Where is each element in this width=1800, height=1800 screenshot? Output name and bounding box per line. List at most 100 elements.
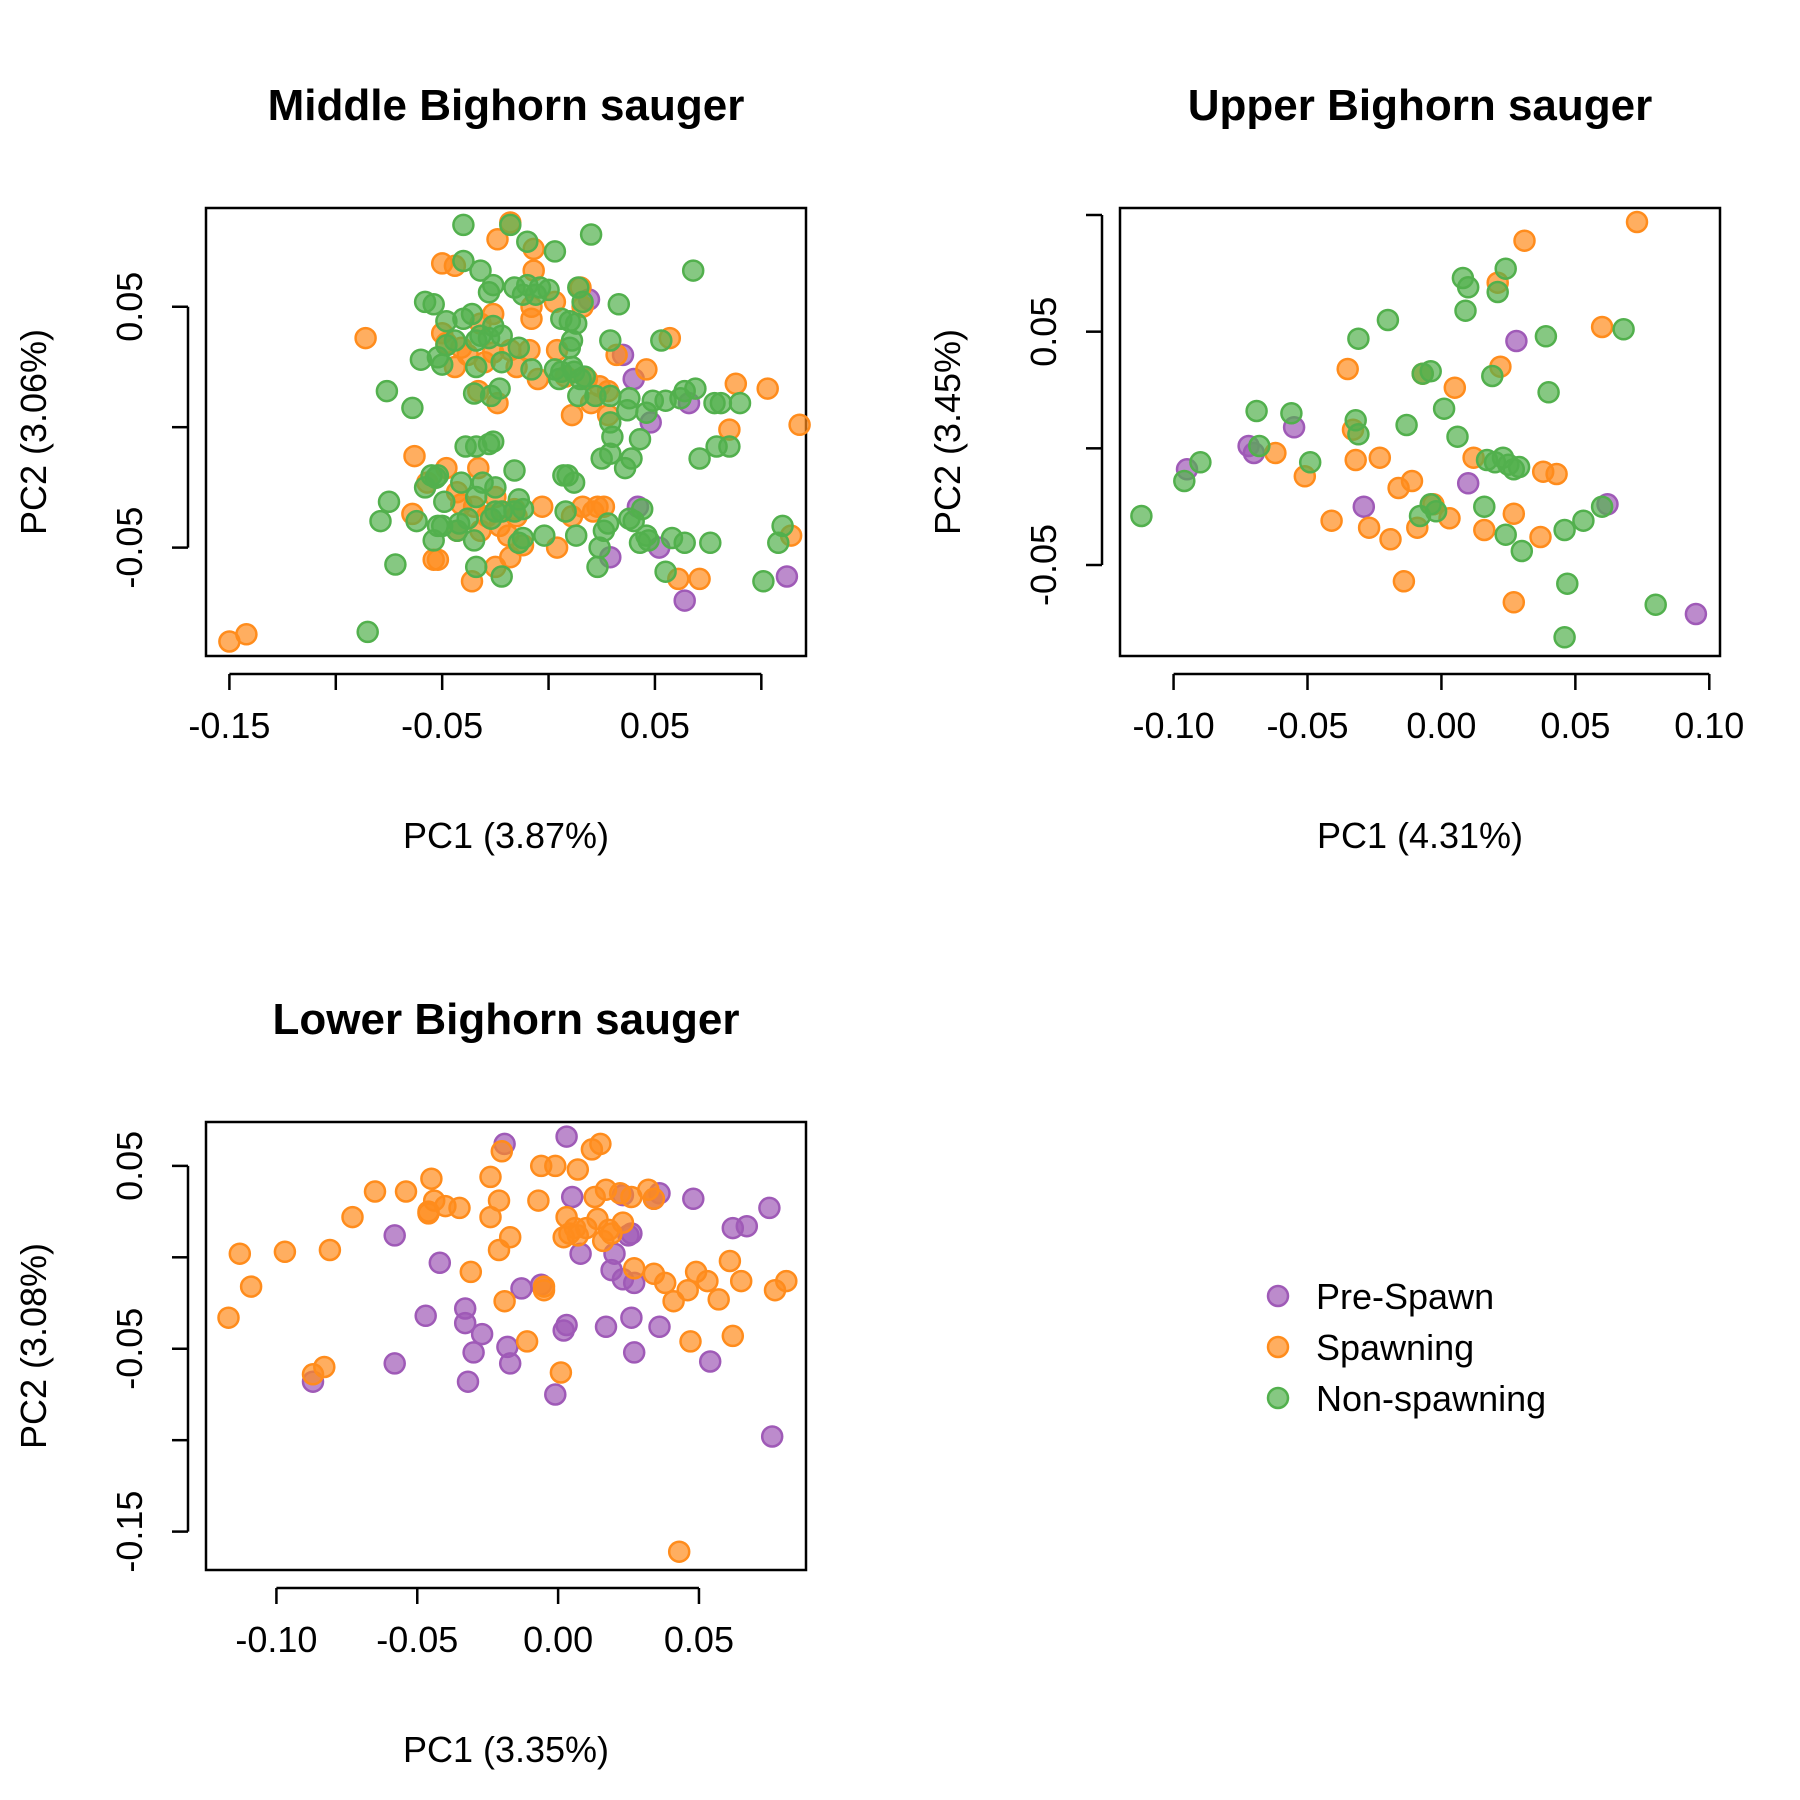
y-axis: -0.15 -0.05 0.05 [109, 1131, 190, 1573]
point-pre-spawn [383, 1224, 406, 1247]
point-spawning [1473, 518, 1496, 542]
plot-marks [1130, 210, 1708, 649]
point-pre-spawn [453, 1311, 477, 1335]
point-non-spawning [613, 456, 637, 480]
point-non-spawning [1173, 469, 1196, 493]
x-axis-label: PC1 (3.35%) [403, 1729, 609, 1770]
point-non-spawning [479, 507, 503, 530]
point-non-spawning [460, 302, 484, 326]
point-non-spawning [369, 509, 392, 533]
y-axis-label: PC2 (3.06%) [13, 329, 54, 535]
y-axis: -0.05 0.05 [109, 272, 190, 589]
point-non-spawning [464, 555, 488, 579]
point-pre-spawn [555, 1313, 578, 1337]
point-non-spawning [1644, 593, 1667, 616]
plot-marks [218, 211, 811, 653]
point-non-spawning [564, 524, 588, 547]
x-tick-label: 0.05 [1540, 705, 1610, 746]
point-spawning [707, 1288, 730, 1311]
point-non-spawning [450, 471, 473, 494]
point-pre-spawn [470, 1322, 494, 1346]
point-spawning [566, 1158, 590, 1181]
point-non-spawning [618, 507, 641, 530]
panel-lower-bighorn: Lower Bighorn sauger -0.10 -0.05 0.00 0.05 … [13, 995, 808, 1770]
point-spawning [684, 1260, 708, 1284]
point-non-spawning [637, 529, 660, 552]
point-non-spawning [1612, 318, 1635, 341]
point-spawning [620, 1185, 643, 1209]
point-non-spawning [375, 379, 399, 403]
point-non-spawning [543, 240, 567, 263]
x-axis-label: PC1 (4.31%) [1317, 815, 1523, 856]
point-pre-spawn [383, 1352, 406, 1375]
point-spawning [487, 1238, 511, 1262]
point-spawning [1502, 591, 1526, 614]
chart-title: Upper Bighorn sauger [1188, 81, 1653, 130]
point-non-spawning [464, 329, 488, 352]
point-non-spawning [1280, 402, 1303, 425]
point-non-spawning [635, 401, 658, 424]
x-tick-label: -0.15 [188, 705, 270, 746]
point-spawning [676, 1278, 699, 1302]
x-tick-label: 0.00 [1406, 705, 1476, 746]
x-tick-label: -0.05 [401, 705, 483, 746]
point-non-spawning [1248, 434, 1271, 458]
point-spawning [228, 1242, 252, 1265]
point-spawning [1502, 502, 1526, 525]
plot-frame [204, 206, 808, 658]
point-non-spawning [479, 384, 503, 408]
plot-frame [1118, 206, 1722, 658]
point-spawning [729, 1269, 753, 1293]
point-pre-spawn [735, 1214, 759, 1238]
legend-marker [1266, 1284, 1290, 1308]
point-non-spawning [1376, 308, 1400, 332]
point-spawning [479, 1165, 502, 1189]
point-non-spawning [1473, 495, 1496, 518]
point-non-spawning [464, 485, 488, 509]
point-non-spawning [490, 565, 513, 588]
point-non-spawning [558, 336, 582, 359]
point-spawning [313, 1355, 336, 1379]
point-spawning [527, 1189, 550, 1212]
point-spawning [273, 1240, 297, 1264]
point-spawning [417, 1200, 440, 1223]
point-non-spawning [1395, 413, 1418, 437]
y-axis: -0.05 0.05 [1023, 213, 1104, 606]
legend-entry-spawning: Spawning [1266, 1327, 1474, 1368]
point-non-spawning [462, 529, 486, 552]
point-non-spawning [507, 336, 531, 359]
point-pre-spawn [760, 1425, 784, 1448]
point-spawning [493, 1289, 516, 1313]
chart-title: Middle Bighorn sauger [268, 81, 745, 130]
point-non-spawning [1494, 257, 1517, 280]
point-pre-spawn [569, 1242, 592, 1265]
legend-entry-non-spawning: Non-spawning [1266, 1378, 1546, 1419]
x-axis-label: PC1 (3.87%) [403, 815, 609, 856]
point-non-spawning [599, 329, 622, 352]
point-spawning [1379, 528, 1402, 551]
point-non-spawning [628, 427, 652, 451]
point-spawning [589, 1132, 612, 1156]
point-spawning [486, 228, 509, 251]
point-spawning [788, 413, 811, 437]
legend-label: Spawning [1316, 1327, 1474, 1368]
plot-frame [204, 1120, 808, 1572]
point-non-spawning [586, 555, 609, 579]
point-non-spawning [477, 432, 501, 456]
point-spawning [549, 1361, 573, 1384]
point-spawning [520, 307, 543, 331]
point-spawning [1625, 210, 1649, 234]
point-spawning [354, 326, 377, 350]
x-tick-label: 0.00 [523, 1619, 593, 1660]
point-non-spawning [1553, 626, 1576, 649]
point-non-spawning [1456, 276, 1480, 299]
point-spawning [775, 1269, 798, 1293]
point-non-spawning [1486, 280, 1509, 304]
x-tick-label: 0.05 [664, 1619, 734, 1660]
y-tick-label: 0.05 [1023, 297, 1064, 367]
point-pre-spawn [428, 1251, 452, 1275]
point-non-spawning [511, 497, 535, 521]
point-spawning [1368, 446, 1392, 469]
point-non-spawning [1572, 509, 1595, 532]
